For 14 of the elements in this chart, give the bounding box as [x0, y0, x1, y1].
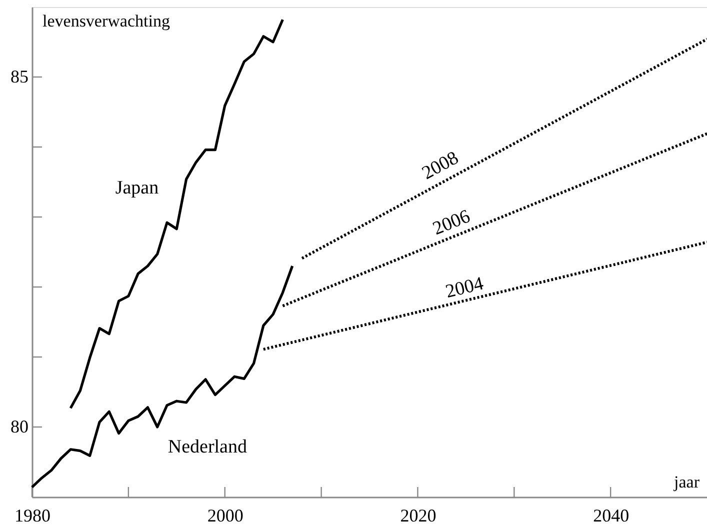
line-series	[30, 264, 294, 488]
text: 2004	[444, 273, 486, 303]
x-tick-label: 1980	[14, 506, 50, 526]
text: 2006	[430, 206, 474, 240]
x-tick-label: 2020	[400, 506, 436, 526]
x-axis-title: jaar	[673, 472, 700, 492]
series-label: Japan	[115, 178, 160, 199]
series-label: Nederland	[168, 436, 248, 458]
y-tick-label: 85	[10, 66, 28, 86]
x-tick-label: 2040	[593, 506, 630, 526]
y-tick-label: 80	[10, 416, 28, 436]
y-axis-title: levensverwachting	[42, 12, 170, 30]
x-tick-label: 2000	[207, 506, 244, 526]
text: 2008	[418, 148, 462, 184]
